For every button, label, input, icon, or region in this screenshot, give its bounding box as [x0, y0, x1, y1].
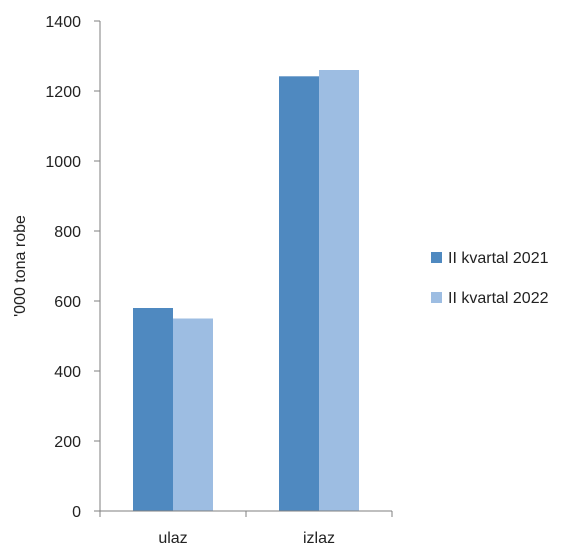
- x-tick-label-izlaz: izlaz: [303, 530, 335, 547]
- y-tick-label-600: 600: [54, 294, 81, 311]
- y-tick-label-200: 200: [54, 434, 81, 451]
- x-tick-label-ulaz: ulaz: [158, 530, 187, 547]
- bar-ulaz-series-2: [173, 318, 213, 511]
- legend-swatch-series-1: [431, 252, 442, 263]
- y-tick-label-1400: 1400: [45, 14, 81, 31]
- y-tick-label-1000: 1000: [45, 154, 81, 171]
- legend-swatch-series-2: [431, 292, 442, 303]
- y-tick-label-800: 800: [54, 224, 81, 241]
- y-tick-label-400: 400: [54, 364, 81, 381]
- y-tick-label-1200: 1200: [45, 84, 81, 101]
- bar-ulaz-series-1: [133, 308, 173, 511]
- axes: ulaz izlaz 0 200 400 600 800 1000 1200 1400: [45, 14, 393, 547]
- legend-label-series-2: II kvartal 2022: [448, 290, 549, 307]
- y-axis-title: '000 tona robe: [12, 215, 29, 317]
- plot-area: [133, 70, 359, 512]
- legend: II kvartal 2021 II kvartal 2022: [431, 250, 549, 307]
- bar-izlaz-series-1: [279, 76, 319, 512]
- y-tick-label-0: 0: [72, 504, 81, 521]
- legend-label-series-1: II kvartal 2021: [448, 250, 549, 267]
- bar-izlaz-series-2: [319, 70, 359, 511]
